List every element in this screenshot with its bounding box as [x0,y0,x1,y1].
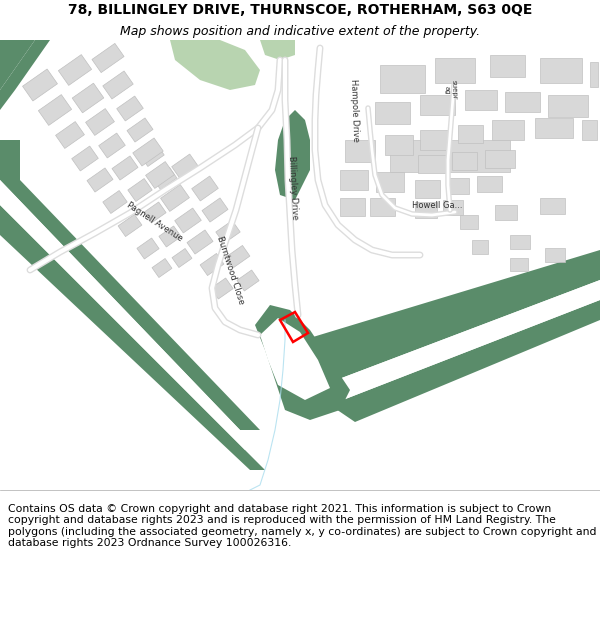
Polygon shape [310,280,600,405]
Polygon shape [385,135,413,155]
Polygon shape [510,258,528,271]
Polygon shape [255,305,350,420]
Text: Burntwood Close: Burntwood Close [215,234,245,306]
Polygon shape [187,230,213,254]
Polygon shape [98,133,125,158]
Text: suepr
ag: suepr ag [443,80,457,100]
Polygon shape [545,248,565,262]
Polygon shape [420,95,455,115]
Polygon shape [390,140,510,172]
Polygon shape [582,120,597,140]
Polygon shape [226,246,250,268]
Polygon shape [340,198,365,216]
Polygon shape [0,140,260,430]
Polygon shape [191,176,218,201]
Polygon shape [58,54,92,86]
Polygon shape [175,208,202,233]
Polygon shape [548,95,588,117]
Polygon shape [375,102,410,124]
Polygon shape [376,172,404,192]
Polygon shape [170,40,260,90]
Polygon shape [418,155,446,173]
Polygon shape [144,202,166,223]
Polygon shape [72,83,104,113]
Polygon shape [137,238,159,259]
Polygon shape [458,125,483,143]
Polygon shape [159,226,181,247]
Polygon shape [415,180,440,198]
Polygon shape [211,278,233,299]
Polygon shape [420,130,450,150]
Polygon shape [370,198,395,216]
Polygon shape [260,318,330,400]
Polygon shape [540,198,565,214]
Polygon shape [112,156,138,180]
Polygon shape [510,235,530,249]
Polygon shape [200,254,224,276]
Polygon shape [202,198,228,222]
Polygon shape [490,55,525,77]
Polygon shape [116,96,143,121]
Polygon shape [103,191,127,214]
Polygon shape [0,40,50,110]
Polygon shape [443,200,463,215]
Polygon shape [216,221,240,244]
Polygon shape [56,122,85,148]
Polygon shape [495,205,517,220]
Polygon shape [535,118,573,138]
Polygon shape [153,168,177,189]
Polygon shape [128,179,152,201]
Polygon shape [260,40,295,60]
Polygon shape [540,58,582,83]
Polygon shape [146,162,175,188]
Polygon shape [465,90,497,110]
Polygon shape [0,40,35,90]
Polygon shape [127,118,153,142]
Polygon shape [505,92,540,112]
Polygon shape [23,69,58,101]
Text: Howell Ga...: Howell Ga... [412,201,463,209]
Polygon shape [87,168,113,192]
Polygon shape [485,150,515,168]
Polygon shape [71,146,98,171]
Polygon shape [133,138,163,166]
Polygon shape [345,140,375,162]
Text: Billingley Drive: Billingley Drive [287,156,299,220]
Polygon shape [92,43,124,72]
Polygon shape [0,180,260,450]
Polygon shape [380,65,425,93]
Polygon shape [590,62,598,87]
Polygon shape [472,240,488,254]
Text: 78, BILLINGLEY DRIVE, THURNSCOE, ROTHERHAM, S63 0QE: 78, BILLINGLEY DRIVE, THURNSCOE, ROTHERH… [68,3,532,17]
Polygon shape [140,144,164,166]
Text: Contains OS data © Crown copyright and database right 2021. This information is : Contains OS data © Crown copyright and d… [8,504,596,548]
Text: Map shows position and indicative extent of the property.: Map shows position and indicative extent… [120,25,480,38]
Polygon shape [270,250,600,390]
Polygon shape [460,215,478,229]
Polygon shape [86,109,115,136]
Polygon shape [452,152,477,170]
Polygon shape [172,249,192,268]
Polygon shape [435,58,475,83]
Polygon shape [492,120,524,140]
Polygon shape [477,176,502,192]
Polygon shape [447,178,469,194]
Polygon shape [237,270,259,291]
Text: Pagnell Avenue: Pagnell Avenue [125,201,185,243]
Polygon shape [103,71,133,99]
Text: Hampole Drive: Hampole Drive [349,78,361,142]
Polygon shape [118,214,142,236]
Polygon shape [275,110,310,200]
Polygon shape [340,170,368,190]
Polygon shape [330,300,600,422]
Polygon shape [38,94,71,126]
Polygon shape [0,205,265,470]
Polygon shape [172,154,199,179]
Polygon shape [161,184,190,211]
Polygon shape [152,259,172,278]
Polygon shape [415,202,437,218]
